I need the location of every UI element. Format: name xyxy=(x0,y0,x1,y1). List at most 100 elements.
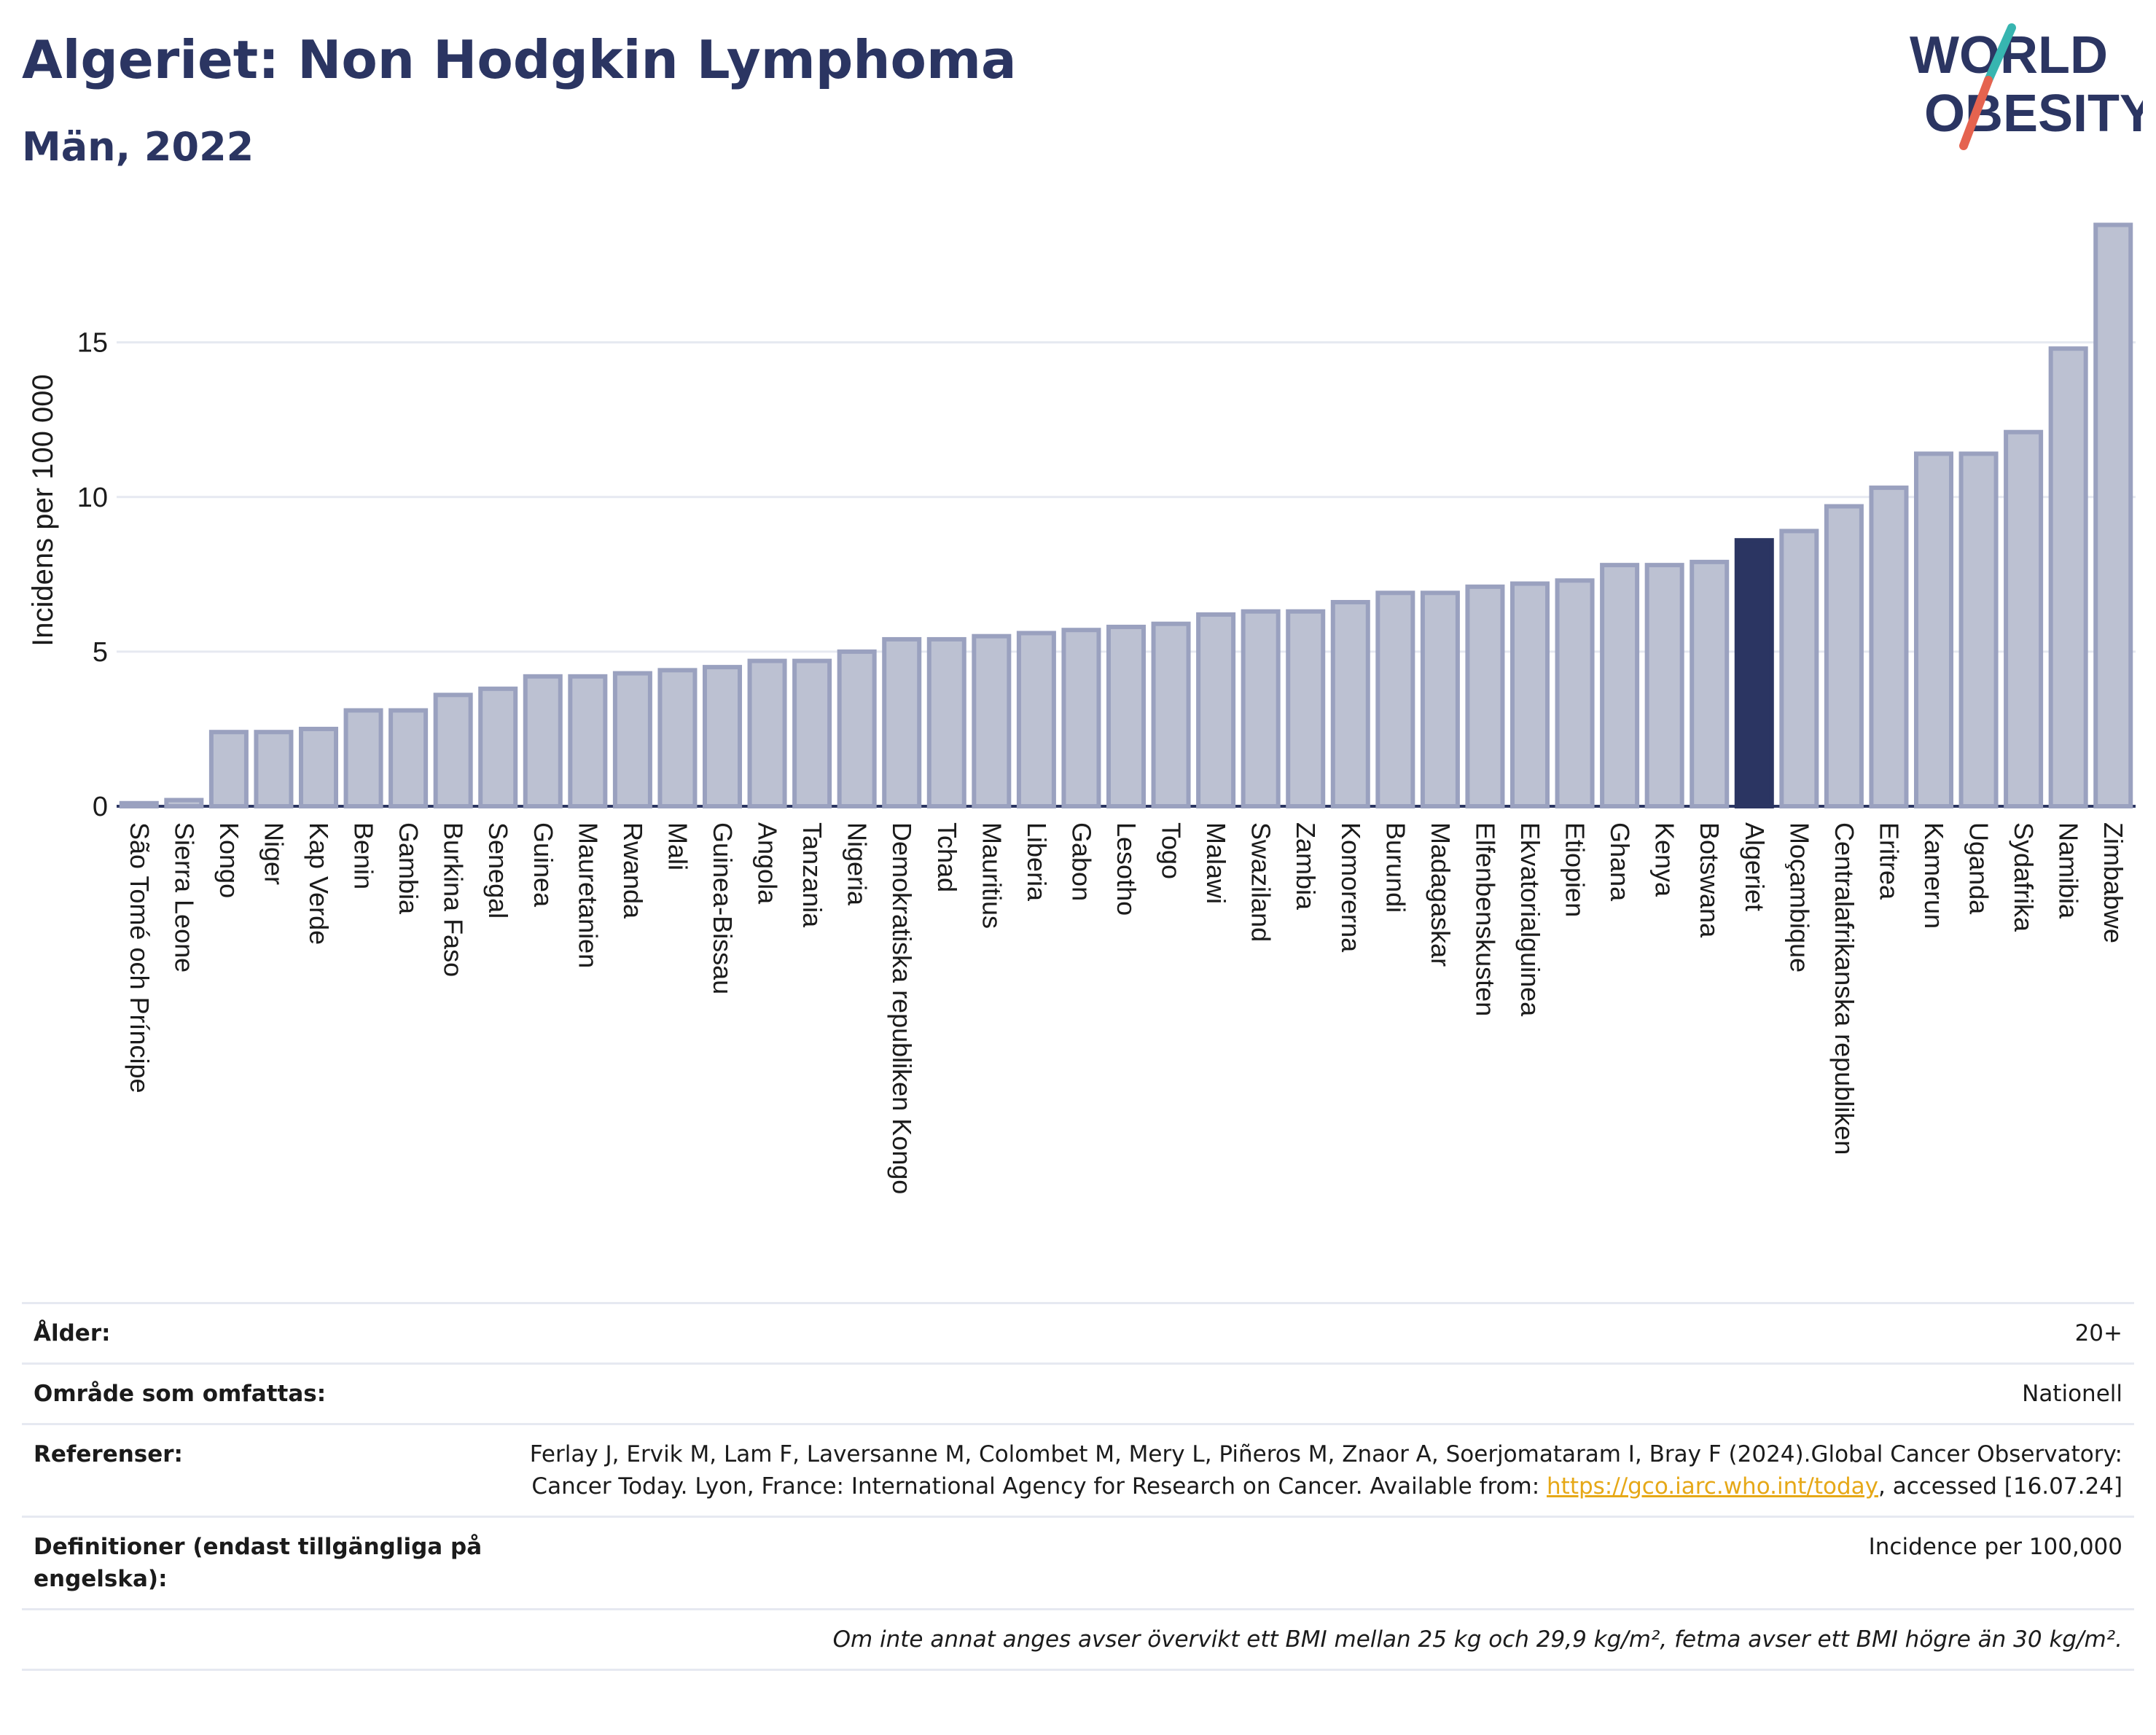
bar[interactable] xyxy=(792,658,832,808)
bar[interactable] xyxy=(1196,612,1236,809)
bar[interactable] xyxy=(1690,559,1730,808)
x-tick-label: Lesotho xyxy=(1112,822,1141,916)
y-tick-label: 0 xyxy=(93,792,108,822)
bar[interactable] xyxy=(119,800,159,809)
bar[interactable] xyxy=(747,658,787,808)
bar-layer xyxy=(119,222,2133,809)
x-tick-label: Mauretanien xyxy=(573,822,603,968)
x-tick-label: Senegal xyxy=(483,822,513,919)
bar[interactable] xyxy=(882,636,922,809)
x-tick-label: Ekvatorialguinea xyxy=(1515,822,1545,1017)
bar[interactable] xyxy=(1509,581,1550,808)
chart-subtitle: Män, 2022 xyxy=(22,124,254,170)
definitions-label: Definitioner (endast tillgängliga på eng… xyxy=(34,1534,483,1592)
info-row-age: Ålder: 20+ xyxy=(22,1302,2134,1362)
age-label: Ålder: xyxy=(34,1320,111,1346)
bar[interactable] xyxy=(1286,609,1326,808)
bar[interactable] xyxy=(926,636,966,809)
x-tick-label: Sydafrika xyxy=(2009,822,2039,932)
age-value: 20+ xyxy=(2074,1320,2122,1346)
x-tick-label: Benin xyxy=(349,822,379,889)
bar[interactable] xyxy=(568,674,608,809)
world-obesity-logo: WORLD OBESITY xyxy=(1910,23,2143,150)
info-table: Ålder: 20+ Område som omfattas: Nationel… xyxy=(22,1302,2134,1671)
y-tick-label: 15 xyxy=(77,328,108,359)
bar[interactable] xyxy=(612,671,652,808)
bar[interactable] xyxy=(478,686,518,808)
bar[interactable] xyxy=(164,798,204,808)
bar-highlight[interactable] xyxy=(1734,538,1774,808)
definitions-value: Incidence per 100,000 xyxy=(1868,1534,2122,1560)
bar[interactable] xyxy=(1644,563,1684,808)
x-tick-label: Kenya xyxy=(1650,822,1680,897)
bar[interactable] xyxy=(1106,624,1147,808)
bar[interactable] xyxy=(298,726,339,809)
bar[interactable] xyxy=(1913,451,1954,809)
bar[interactable] xyxy=(702,665,743,809)
x-tick-label: Sierra Leone xyxy=(169,822,199,972)
y-tick-label: 10 xyxy=(77,483,108,513)
bar[interactable] xyxy=(1958,451,1999,809)
area-label: Område som omfattas: xyxy=(34,1381,327,1407)
bar[interactable] xyxy=(1375,590,1415,808)
bar[interactable] xyxy=(1779,529,1819,808)
x-tick-label: Mauritius xyxy=(977,822,1007,929)
bar[interactable] xyxy=(1600,563,1640,808)
x-tick-label: Etiopien xyxy=(1561,822,1590,917)
references-accessed: , accessed [16.07.24] xyxy=(1878,1473,2122,1500)
bar[interactable] xyxy=(2004,429,2044,808)
bar[interactable] xyxy=(254,730,294,808)
x-tick-label: Kap Verde xyxy=(304,822,334,945)
x-tick-label: Nigeria xyxy=(843,822,872,906)
bar[interactable] xyxy=(1420,590,1460,808)
x-tick-label: Uganda xyxy=(1964,822,1994,915)
x-tick-label: Guinea-Bissau xyxy=(708,822,738,994)
x-tick-label: Mali xyxy=(663,822,692,870)
logo-word-obesity: OBESITY xyxy=(1924,85,2143,143)
bar[interactable] xyxy=(837,649,877,808)
x-tick-label: Eritrea xyxy=(1874,822,1904,900)
x-tick-label: Burundi xyxy=(1380,822,1410,913)
x-tick-label: Botswana xyxy=(1695,822,1725,938)
x-tick-label: Kongo xyxy=(214,822,244,898)
x-tick-label: Zimbabwe xyxy=(2098,822,2128,943)
x-tick-label: Gambia xyxy=(394,822,423,915)
bar[interactable] xyxy=(657,668,698,808)
chart-title: Algeriet: Non Hodgkin Lymphoma xyxy=(22,29,1017,90)
bar[interactable] xyxy=(388,708,429,809)
bar[interactable] xyxy=(523,674,563,809)
bar[interactable] xyxy=(1016,631,1056,808)
bar[interactable] xyxy=(1151,621,1191,808)
x-tick-label: Burkina Faso xyxy=(439,822,469,977)
bar[interactable] xyxy=(1241,609,1281,808)
references-label: Referenser: xyxy=(34,1441,183,1467)
info-row-note: Om inte annat anges avser övervikt ett B… xyxy=(22,1608,2134,1671)
bar[interactable] xyxy=(972,633,1012,808)
x-tick-label: Demokratiska republiken Kongo xyxy=(887,822,917,1194)
bar[interactable] xyxy=(1465,584,1505,809)
bar[interactable] xyxy=(433,693,473,809)
references-value: Ferlay J, Ervik M, Lam F, Laversanne M, … xyxy=(519,1438,2122,1502)
references-text: Ferlay J, Ervik M, Lam F, Laversanne M, … xyxy=(529,1441,2122,1500)
bar[interactable] xyxy=(1555,578,1595,808)
x-tick-label: Tanzania xyxy=(797,822,827,928)
info-row-area: Område som omfattas: Nationell xyxy=(22,1362,2134,1423)
x-tick-label: Moçambique xyxy=(1784,822,1814,972)
x-tick-label: Rwanda xyxy=(618,822,648,919)
bar[interactable] xyxy=(1869,486,1909,808)
bar[interactable] xyxy=(2093,222,2133,809)
x-tick-label: Angola xyxy=(753,822,783,905)
bar[interactable] xyxy=(1330,600,1370,808)
references-link[interactable]: https://gco.iarc.who.int/today xyxy=(1547,1473,1878,1500)
bar[interactable] xyxy=(343,708,383,809)
x-tick-label: Namibia xyxy=(2054,822,2084,919)
x-tick-label: Zambia xyxy=(1291,822,1321,911)
x-tick-label: Tchad xyxy=(932,822,962,892)
bar[interactable] xyxy=(1061,628,1101,809)
x-tick-label: São Tomé och Príncipe xyxy=(125,822,155,1093)
bar[interactable] xyxy=(1824,504,1864,809)
x-tick-label: Gabon xyxy=(1066,822,1096,901)
note-label-spacer xyxy=(34,1623,500,1656)
bar[interactable] xyxy=(2048,346,2088,809)
bar[interactable] xyxy=(208,730,249,808)
